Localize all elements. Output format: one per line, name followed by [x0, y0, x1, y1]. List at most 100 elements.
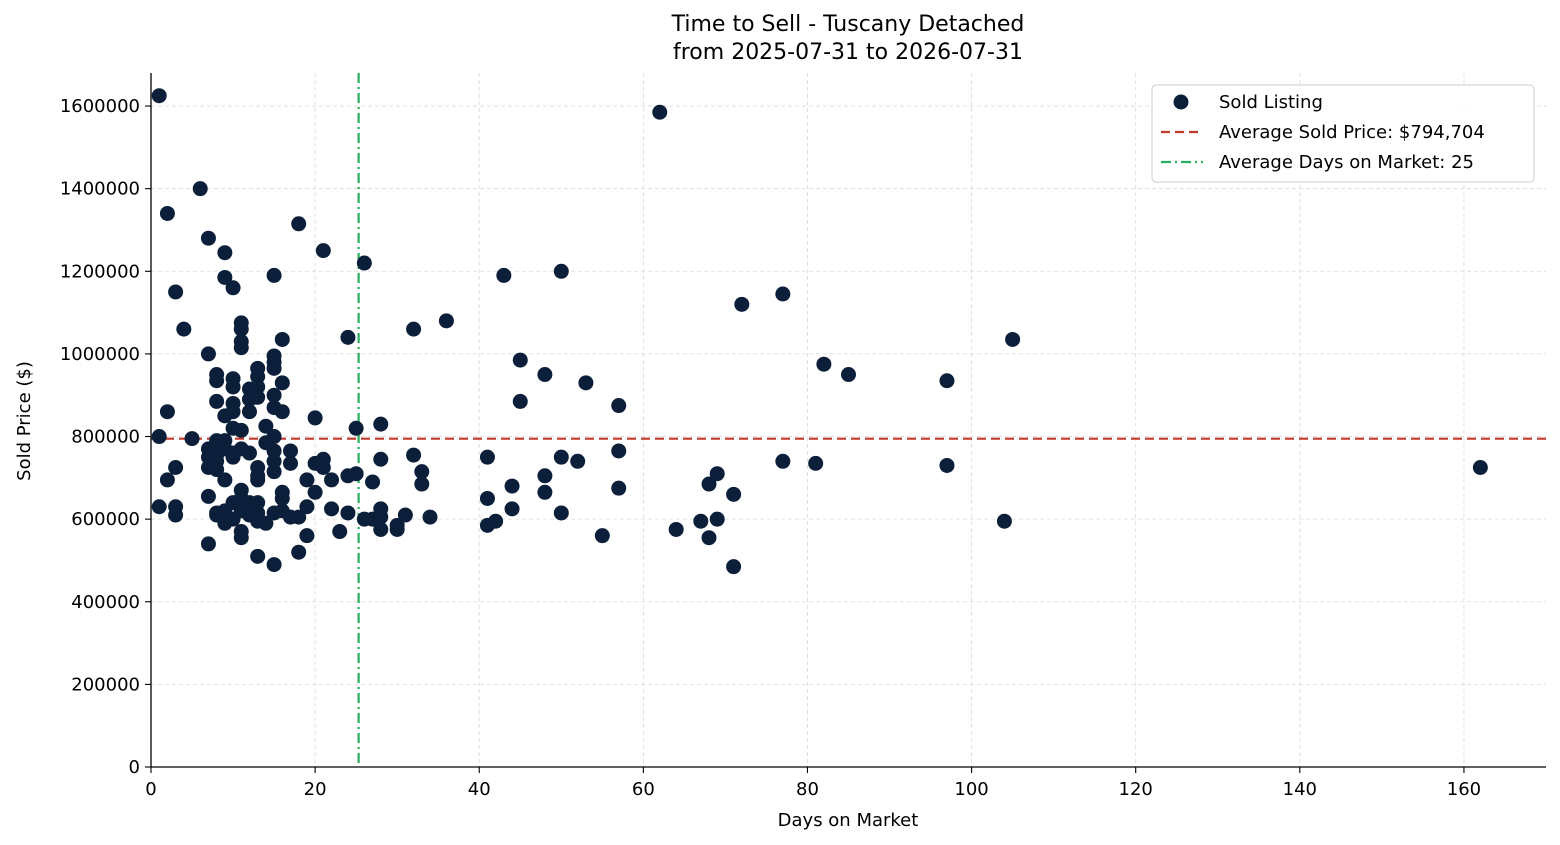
data-point — [274, 490, 290, 506]
data-point — [291, 509, 307, 525]
data-point — [225, 379, 241, 395]
data-point — [553, 449, 569, 465]
data-point — [668, 521, 684, 537]
data-point — [241, 445, 257, 461]
data-point — [266, 267, 282, 283]
legend-label-average-price: Average Sold Price: $794,704 — [1219, 122, 1485, 143]
data-point — [709, 466, 725, 482]
data-point — [578, 375, 594, 391]
data-point — [266, 360, 282, 376]
data-point — [479, 449, 495, 465]
data-point — [734, 296, 750, 312]
data-point — [553, 263, 569, 279]
data-point — [209, 373, 225, 389]
data-points — [151, 88, 1488, 575]
data-point — [324, 472, 340, 488]
data-point — [291, 544, 307, 560]
reference-lines — [151, 73, 1546, 767]
data-point — [373, 451, 389, 467]
data-point — [356, 255, 372, 271]
data-point — [611, 398, 627, 414]
data-point — [250, 548, 266, 564]
data-point — [200, 346, 216, 362]
data-point — [414, 476, 430, 492]
data-point — [151, 429, 167, 445]
data-point — [233, 321, 249, 337]
data-point — [701, 476, 717, 492]
chart-subtitle: from 2025-07-31 to 2026-07-31 — [673, 40, 1023, 65]
data-point — [808, 455, 824, 471]
legend-box — [1151, 84, 1535, 183]
data-point — [266, 464, 282, 480]
axes — [145, 73, 1546, 773]
data-point — [209, 462, 225, 478]
y-tick-label: 1200000 — [60, 261, 140, 282]
data-point — [488, 513, 504, 529]
data-point — [389, 521, 405, 537]
data-point — [438, 313, 454, 329]
data-point — [168, 284, 184, 300]
data-point — [340, 505, 356, 521]
data-point — [291, 216, 307, 232]
data-point — [233, 340, 249, 356]
data-point — [274, 404, 290, 420]
data-point — [537, 484, 553, 500]
data-point — [996, 513, 1012, 529]
x-tick-label: 160 — [1447, 779, 1481, 800]
data-point — [233, 422, 249, 438]
data-point — [250, 379, 266, 395]
data-point — [652, 104, 668, 120]
data-point — [373, 509, 389, 525]
data-point — [939, 373, 955, 389]
data-point — [209, 393, 225, 409]
data-point — [496, 267, 512, 283]
data-point — [299, 499, 315, 515]
data-point — [315, 460, 331, 476]
data-point — [512, 352, 528, 368]
data-point — [397, 507, 413, 523]
data-point — [709, 511, 725, 527]
y-tick-label: 0 — [129, 757, 140, 778]
data-point — [611, 443, 627, 459]
data-point — [151, 88, 167, 104]
data-point — [266, 387, 282, 403]
data-point — [168, 507, 184, 523]
data-point — [365, 474, 381, 490]
data-point — [266, 429, 282, 445]
x-tick-label: 20 — [304, 779, 327, 800]
data-point — [299, 528, 315, 544]
data-point — [241, 404, 257, 420]
data-point — [266, 443, 282, 459]
data-point — [176, 321, 192, 337]
data-point — [250, 389, 266, 405]
data-point — [151, 499, 167, 515]
legend-label-sold-listing: Sold Listing — [1219, 92, 1323, 113]
data-point — [422, 509, 438, 525]
data-point — [537, 468, 553, 484]
x-tick-label: 0 — [145, 779, 156, 800]
data-point — [274, 331, 290, 347]
x-tick-label: 40 — [468, 779, 491, 800]
data-point — [479, 490, 495, 506]
y-tick-label: 600000 — [71, 509, 140, 530]
data-point — [816, 356, 832, 372]
x-tick-label: 80 — [796, 779, 819, 800]
x-tick-label: 100 — [954, 779, 988, 800]
data-point — [266, 557, 282, 573]
y-tick-label: 400000 — [71, 592, 140, 613]
data-point — [406, 447, 422, 463]
chart-title: Time to Sell - Tuscany Detached — [671, 12, 1025, 37]
y-axis-label: Sold Price ($) — [14, 361, 35, 481]
y-tick-label: 1000000 — [60, 344, 140, 365]
data-point — [200, 230, 216, 246]
data-point — [200, 536, 216, 552]
legend: Sold Listing Average Sold Price: $794,70… — [1151, 84, 1535, 183]
data-point — [332, 524, 348, 540]
data-point — [266, 453, 282, 469]
x-axis-label: Days on Market — [778, 810, 919, 831]
data-point — [315, 243, 331, 259]
data-point — [258, 515, 274, 531]
data-point — [406, 321, 422, 337]
data-point — [340, 329, 356, 345]
